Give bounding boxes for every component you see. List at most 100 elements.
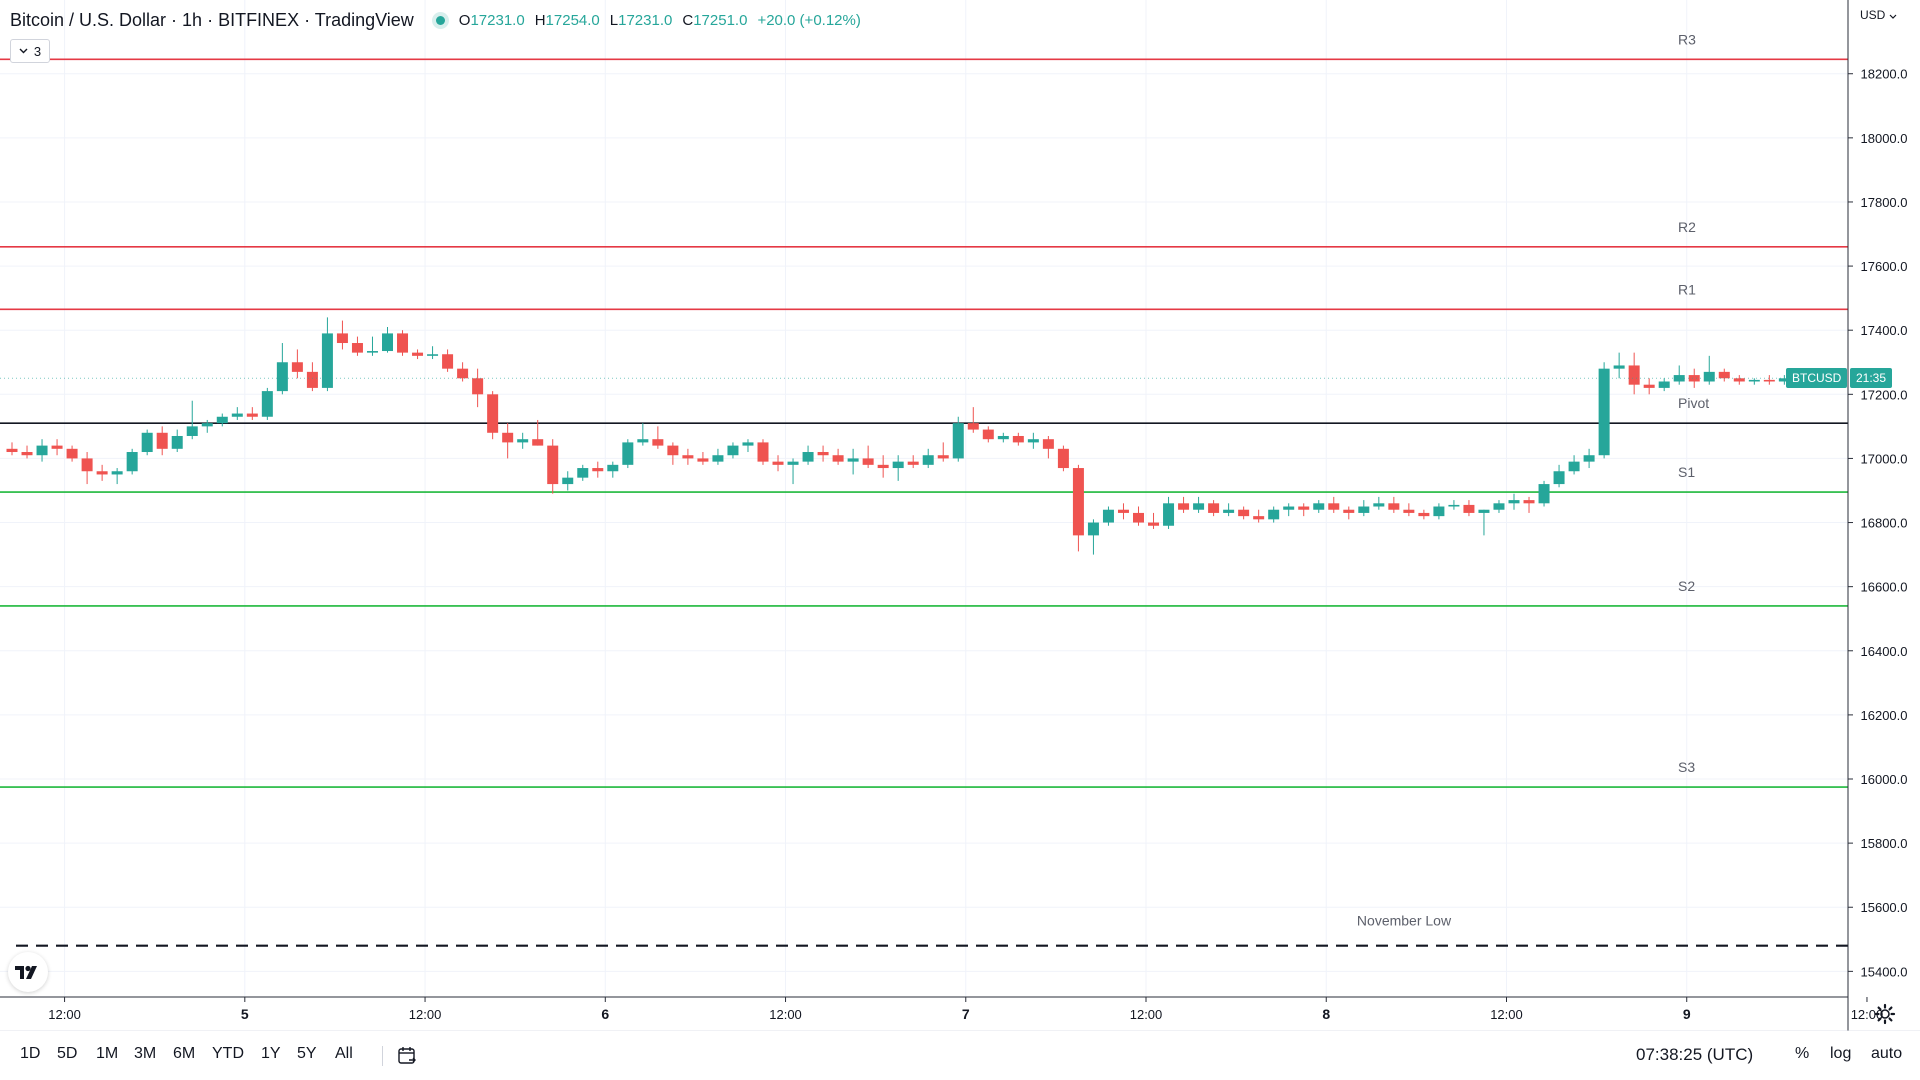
candle-body	[1598, 368, 1610, 456]
ohlc-low: L17231.0	[609, 11, 673, 29]
candle-body	[442, 354, 454, 369]
range-5y-button[interactable]: 5Y	[297, 1045, 317, 1062]
time-axis-label: 9	[1683, 1006, 1691, 1022]
candle-body	[892, 461, 904, 469]
candle-body	[1148, 522, 1160, 526]
candle-body	[1178, 503, 1190, 510]
price-change: +20.0 (+0.12%)	[757, 11, 861, 29]
candle-body	[1298, 506, 1310, 510]
candle-body	[1478, 509, 1490, 513]
candle-body	[1283, 506, 1295, 510]
candle-body	[1373, 503, 1385, 507]
log-scale-toggle[interactable]: log	[1830, 1045, 1852, 1062]
price-axis-label: 18000.0	[1861, 131, 1908, 146]
candle-body	[366, 351, 378, 353]
market-status-icon	[435, 15, 445, 25]
candle-body	[787, 461, 799, 465]
tradingview-logo[interactable]	[8, 952, 48, 992]
candle-body	[261, 391, 273, 417]
price-axis-label: 16200.0	[1861, 708, 1908, 723]
range-6m-button[interactable]: 6M	[173, 1045, 196, 1062]
range-ytd-button[interactable]: YTD	[212, 1045, 244, 1062]
price-axis-label: 16600.0	[1861, 580, 1908, 595]
candle-body	[967, 423, 979, 430]
range-3m-button[interactable]: 3M	[134, 1045, 157, 1062]
candle-body	[1238, 509, 1250, 517]
candle-body	[982, 429, 994, 440]
currency-selector[interactable]: USD	[1860, 8, 1897, 22]
range-all-button[interactable]: All	[335, 1045, 353, 1062]
settings-gear-icon[interactable]	[1874, 1003, 1896, 1025]
time-axis-label: 8	[1322, 1006, 1330, 1022]
candle-body	[276, 362, 288, 392]
candle-body	[1778, 378, 1790, 382]
price-axis-background	[1848, 0, 1920, 1031]
candle-body	[757, 442, 769, 462]
candle-body	[6, 448, 18, 453]
candle-body	[937, 455, 949, 459]
candle-body	[1703, 371, 1715, 382]
tradingview-logo-icon	[15, 965, 37, 979]
utc-clock[interactable]: 07:38:25 (UTC)	[1636, 1045, 1754, 1064]
candle-body	[1733, 378, 1745, 382]
price-axis-label: 16400.0	[1861, 644, 1908, 659]
candle-body	[1027, 439, 1039, 443]
range-1m-button[interactable]: 1M	[96, 1045, 119, 1062]
candle-body	[126, 452, 138, 472]
candle-body	[111, 471, 123, 475]
candle-body	[66, 448, 78, 459]
symbol-title[interactable]: Bitcoin / U.S. Dollar · 1h · BITFINEX · …	[10, 9, 414, 30]
percent-scale-toggle[interactable]: %	[1795, 1045, 1810, 1062]
candle-body	[1448, 504, 1460, 507]
candle-body	[1613, 365, 1625, 369]
range-1y-button[interactable]: 1Y	[261, 1045, 281, 1062]
candle-body	[592, 468, 604, 472]
chart-background	[0, 0, 1920, 1031]
candle-body	[412, 352, 424, 356]
candle-body	[1433, 506, 1445, 517]
go-to-date-icon[interactable]	[396, 1045, 418, 1067]
bottom-toolbar	[0, 1031, 1920, 1080]
candle-body	[862, 458, 874, 465]
price-axis-label: 15800.0	[1861, 836, 1908, 851]
indicators-count: 3	[33, 43, 42, 59]
candle-body	[1538, 484, 1550, 504]
candle-body	[832, 455, 844, 462]
range-1d-button[interactable]: 1D	[20, 1045, 41, 1062]
candle-body	[727, 445, 739, 456]
candle-body	[21, 452, 33, 456]
candle-body	[697, 458, 709, 462]
price-axis-label: 17200.0	[1861, 387, 1908, 402]
candle-body	[1313, 503, 1325, 510]
candle-body	[1012, 435, 1024, 443]
ohlc-high: H17254.0	[534, 11, 600, 29]
candle-body	[1658, 381, 1670, 388]
candle-body	[802, 452, 814, 462]
candle-body	[1208, 503, 1220, 513]
candle-body	[1418, 512, 1430, 517]
candle-body	[156, 432, 168, 449]
candle-body	[997, 435, 1009, 440]
time-axis-label: 6	[601, 1006, 609, 1022]
auto-scale-toggle[interactable]: auto	[1871, 1045, 1903, 1062]
level-label-s3: S3	[1678, 759, 1695, 775]
candle-body	[141, 432, 153, 453]
candle-body	[201, 423, 213, 427]
time-axis-label: 12:00	[1130, 1007, 1163, 1022]
range-5d-button[interactable]: 5D	[57, 1045, 78, 1062]
candle-body	[1493, 503, 1505, 510]
candle-body	[1072, 468, 1084, 536]
candle-body	[1718, 371, 1730, 379]
price-axis-label: 17800.0	[1861, 195, 1908, 210]
candle-body	[712, 455, 724, 462]
candle-body	[81, 458, 93, 472]
candle-body	[1328, 503, 1340, 510]
price-chart[interactable]: R3 R2 R1 Pivot S1 S2 S3 November Low 18200.0 1800…	[0, 0, 1920, 1031]
candle-body	[502, 432, 514, 443]
indicators-toggle-button[interactable]: 3	[10, 39, 50, 63]
candle-body	[397, 333, 409, 353]
candle-body	[1087, 522, 1099, 536]
candle-body	[1583, 455, 1595, 462]
candle-body	[186, 426, 198, 436]
candle-body	[306, 371, 318, 388]
